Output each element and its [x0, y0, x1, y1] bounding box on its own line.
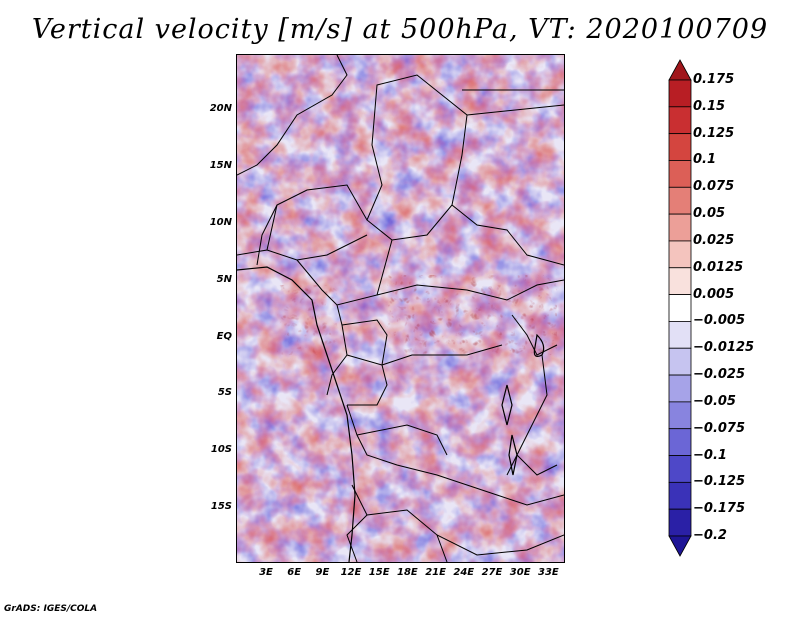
longitude-tick-label: 12E — [340, 567, 362, 578]
longitude-tick-label: 9E — [315, 567, 330, 578]
colorbar-label: 0.175 — [693, 72, 735, 87]
latitude-tick-label: 10S — [210, 444, 232, 455]
latitude-tick-label: 5S — [217, 387, 232, 398]
longitude-tick-label: 18E — [397, 567, 418, 578]
longitude-tick-label: 3E — [259, 567, 273, 578]
colorbar-label: 0.1 — [693, 152, 717, 168]
colorbar-segment — [668, 79, 692, 108]
colorbar-segment — [668, 240, 692, 269]
colorbar-segment — [668, 186, 692, 215]
colorbar-segment — [668, 535, 692, 557]
colorbar-label: 0.15 — [693, 98, 726, 114]
colorbar-segment — [668, 374, 692, 403]
latitude-tick-label: EQ — [216, 331, 232, 342]
latitude-tick-label: 5N — [216, 274, 232, 285]
longitude-tick-label: 24E — [453, 567, 475, 578]
colorbar-label: −0.05 — [693, 393, 736, 409]
coastline — [237, 266, 545, 562]
colorbar-segment — [668, 508, 692, 537]
colorbar-label: −0.2 — [693, 528, 727, 543]
colorbar-segment — [668, 455, 692, 483]
colorbar-segment — [668, 160, 692, 188]
latitude-tick-label: 15N — [209, 160, 232, 171]
velocity-field — [237, 55, 564, 562]
colorbar-segment — [668, 481, 692, 510]
colorbar-segment — [668, 294, 692, 322]
colorbar-label: 0.0125 — [693, 259, 744, 275]
country-borders — [237, 55, 564, 562]
colorbar-label: −0.025 — [693, 367, 746, 383]
colorbar-label: 0.075 — [693, 179, 735, 195]
colorbar-label: 0.025 — [693, 232, 735, 248]
longitude-tick-label: 27E — [481, 567, 503, 578]
colorbar-segment — [668, 213, 692, 242]
colorbar-label: −0.075 — [693, 420, 746, 436]
colorbar-segment — [668, 267, 692, 295]
colorbar-label: 0.125 — [693, 125, 735, 141]
colorbar-label: 0.005 — [693, 286, 735, 302]
colorbar-segment — [668, 321, 692, 349]
software-credit: GrADS: IGES/COLA — [4, 604, 98, 614]
colorbar-scale — [668, 59, 692, 557]
latitude-tick-label: 15S — [210, 501, 232, 512]
velocity-field-map — [236, 54, 565, 563]
map-title: Vertical velocity [m/s] at 500hPa, VT: 2… — [31, 14, 769, 45]
colorbar-label: −0.0125 — [693, 340, 755, 356]
longitude-tick-label: 33E — [538, 567, 559, 578]
colorbar-label: −0.175 — [693, 501, 746, 517]
longitude-tick-label: 30E — [509, 567, 531, 578]
colorbar-segment — [668, 401, 692, 430]
colorbar-segment — [668, 347, 692, 376]
colorbar-segment — [668, 106, 692, 135]
longitude-tick-label: 6E — [287, 567, 302, 578]
latitude-tick-label: 10N — [209, 217, 232, 228]
colorbar-label: −0.125 — [693, 474, 746, 490]
longitude-tick-label: 21E — [425, 567, 446, 578]
longitude-tick-label: 15E — [368, 567, 390, 578]
colorbar-label: −0.005 — [693, 313, 746, 329]
colorbar-label: 0.05 — [693, 206, 726, 222]
colorbar-segment — [668, 59, 692, 81]
colorbar-segment — [668, 428, 692, 456]
colorbar-label: −0.1 — [693, 447, 727, 463]
latitude-tick-label: 20N — [209, 103, 232, 114]
colorbar-segment — [668, 133, 692, 161]
